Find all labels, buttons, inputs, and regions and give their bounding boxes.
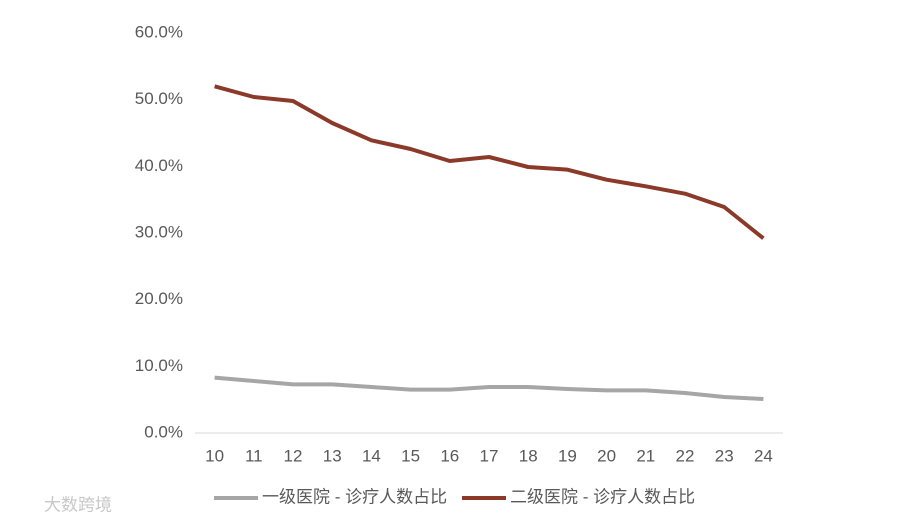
watermark: 大数跨境 bbox=[44, 495, 112, 514]
series-line bbox=[214, 84, 765, 240]
x-tick-label: 23 bbox=[715, 446, 734, 465]
y-tick-label: 10.0% bbox=[135, 356, 183, 375]
x-tick-label: 13 bbox=[323, 446, 342, 465]
legend-label: 一级医院 - 诊疗人数占比 bbox=[262, 487, 447, 506]
x-tick-label: 11 bbox=[245, 446, 263, 465]
x-tick-label: 16 bbox=[440, 446, 459, 465]
y-tick-label: 60.0% bbox=[135, 22, 183, 41]
x-tick-label: 17 bbox=[480, 446, 499, 465]
x-tick-label: 18 bbox=[519, 446, 538, 465]
x-tick-label: 24 bbox=[754, 446, 773, 465]
series-line bbox=[214, 375, 764, 401]
x-tick-label: 19 bbox=[558, 446, 577, 465]
x-tick-label: 12 bbox=[284, 446, 303, 465]
y-tick-label: 30.0% bbox=[135, 222, 183, 241]
legend-label: 二级医院 - 诊疗人数占比 bbox=[510, 487, 695, 506]
x-tick-label: 21 bbox=[636, 446, 655, 465]
y-tick-label: 40.0% bbox=[135, 156, 183, 175]
y-tick-label: 50.0% bbox=[135, 89, 183, 108]
y-tick-label: 20.0% bbox=[135, 289, 183, 308]
x-tick-label: 20 bbox=[597, 446, 616, 465]
x-tick-label: 10 bbox=[205, 446, 224, 465]
y-tick-label: 0.0% bbox=[144, 422, 183, 441]
x-tick-label: 14 bbox=[362, 446, 381, 465]
x-tick-label: 22 bbox=[676, 446, 695, 465]
x-tick-label: 15 bbox=[401, 446, 420, 465]
